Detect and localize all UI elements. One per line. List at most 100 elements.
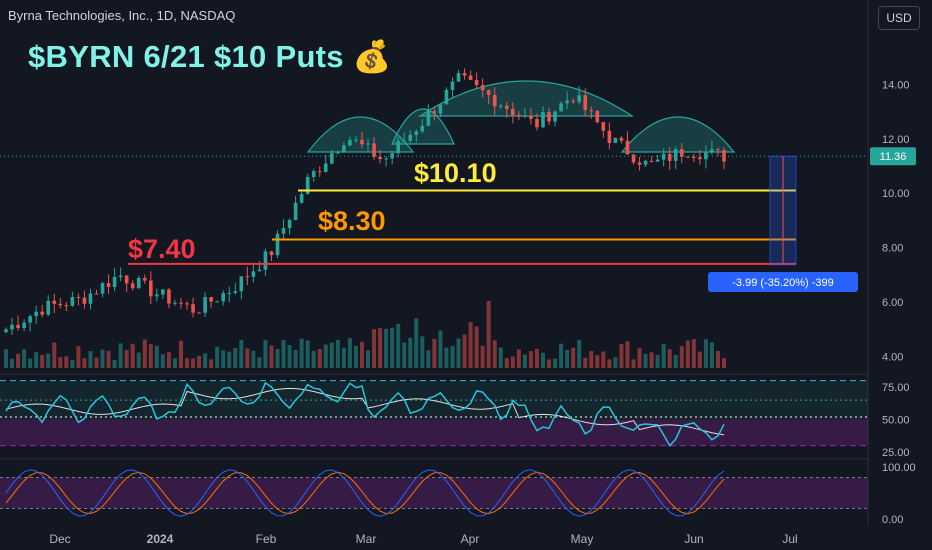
- candle-body: [480, 85, 485, 91]
- time-tick-label: May: [571, 532, 594, 546]
- volume-bar: [643, 353, 648, 368]
- volume-bar: [172, 358, 177, 368]
- candle-body: [583, 95, 588, 111]
- candle-body: [245, 276, 250, 278]
- volume-bar: [311, 350, 316, 368]
- candle-body: [100, 283, 105, 294]
- volume-bar: [703, 339, 708, 368]
- volume-bar: [390, 327, 395, 368]
- volume-bar: [492, 340, 497, 368]
- volume-bar: [275, 349, 280, 368]
- volume-bar: [649, 352, 654, 368]
- volume-bar: [299, 338, 304, 368]
- candle-body: [559, 103, 563, 112]
- volume-bar: [293, 349, 298, 368]
- volume-bar: [715, 350, 720, 368]
- volume-bar: [619, 343, 624, 368]
- volume-bar: [64, 356, 69, 368]
- candle-body: [82, 297, 87, 304]
- volume-bar: [209, 359, 214, 368]
- candle-body: [317, 171, 322, 173]
- volume-bar: [414, 318, 419, 368]
- volume-bar: [40, 354, 45, 368]
- volume-bar: [691, 339, 696, 368]
- candle-body: [4, 329, 8, 333]
- candle-body: [118, 275, 123, 277]
- volume-bar: [58, 356, 63, 368]
- candle-body: [637, 162, 642, 165]
- volume-bar: [233, 348, 238, 368]
- candle-body: [269, 251, 274, 256]
- volume-bar: [444, 347, 449, 368]
- candle-body: [360, 139, 364, 145]
- candle-body: [553, 111, 557, 122]
- time-tick-label: Dec: [49, 532, 70, 546]
- volume-bar: [667, 349, 672, 368]
- candle-body: [28, 316, 32, 323]
- candle-body: [191, 304, 195, 313]
- candle-body: [263, 251, 268, 270]
- candle-body: [275, 233, 280, 256]
- candle-body: [402, 140, 407, 142]
- candle-body: [498, 105, 503, 107]
- candle-body: [124, 275, 129, 284]
- volume-bar: [372, 329, 377, 368]
- volume-bar: [221, 350, 226, 368]
- candle-body: [40, 311, 45, 315]
- candle-body: [70, 297, 75, 306]
- volume-bar: [420, 336, 425, 368]
- volume-bar: [52, 342, 57, 368]
- candle-body: [589, 110, 594, 112]
- volume-bar: [504, 358, 509, 368]
- rounding-pattern-shape: [306, 116, 415, 153]
- volume-bar: [480, 345, 485, 368]
- volume-bar: [323, 344, 328, 368]
- last-price-badge: [870, 147, 916, 166]
- time-tick-label: 2024: [147, 532, 174, 546]
- candle-body: [517, 115, 521, 117]
- candle-body: [625, 140, 630, 155]
- volume-bar: [438, 330, 443, 368]
- volume-bar: [462, 334, 467, 368]
- candle-body: [613, 137, 618, 143]
- candle-body: [541, 112, 545, 128]
- volume-bar: [384, 328, 389, 368]
- currency-button[interactable]: USD: [878, 6, 920, 30]
- volume-bar: [335, 339, 340, 368]
- volume-bar: [118, 343, 123, 368]
- candle-body: [179, 302, 183, 304]
- candle-body: [58, 303, 63, 306]
- candle-body: [64, 305, 69, 307]
- price-tick-label: 12.00: [882, 134, 910, 146]
- volume-bar: [191, 358, 196, 368]
- candle-body: [655, 159, 660, 162]
- candle-body: [619, 137, 624, 141]
- volume-bar: [432, 338, 437, 368]
- candle-body: [462, 73, 467, 76]
- volume-bar: [601, 351, 606, 368]
- level-8-label: $8.30: [318, 206, 386, 236]
- candle-body: [112, 276, 117, 287]
- volume-bar: [565, 349, 570, 368]
- candle-body: [22, 322, 26, 329]
- candle-body: [94, 293, 99, 295]
- candle-body: [661, 153, 666, 160]
- candle-body: [535, 118, 539, 128]
- price-tick-label: 4.00: [882, 351, 903, 363]
- candle-body: [323, 163, 328, 172]
- candle-body: [643, 160, 648, 165]
- volume-bar: [94, 357, 99, 368]
- volume-bar: [112, 359, 117, 368]
- candle-body: [215, 301, 219, 303]
- candle-body: [456, 73, 461, 82]
- volume-bar: [607, 359, 612, 368]
- rsi-tick-label: 50.00: [882, 415, 910, 427]
- volume-bar: [82, 358, 87, 368]
- candle-body: [185, 303, 189, 305]
- volume-bar: [528, 351, 533, 368]
- volume-bar: [136, 352, 141, 368]
- candle-body: [136, 277, 141, 289]
- candle-body: [649, 160, 654, 162]
- money-bag-icon: 💰: [352, 39, 392, 74]
